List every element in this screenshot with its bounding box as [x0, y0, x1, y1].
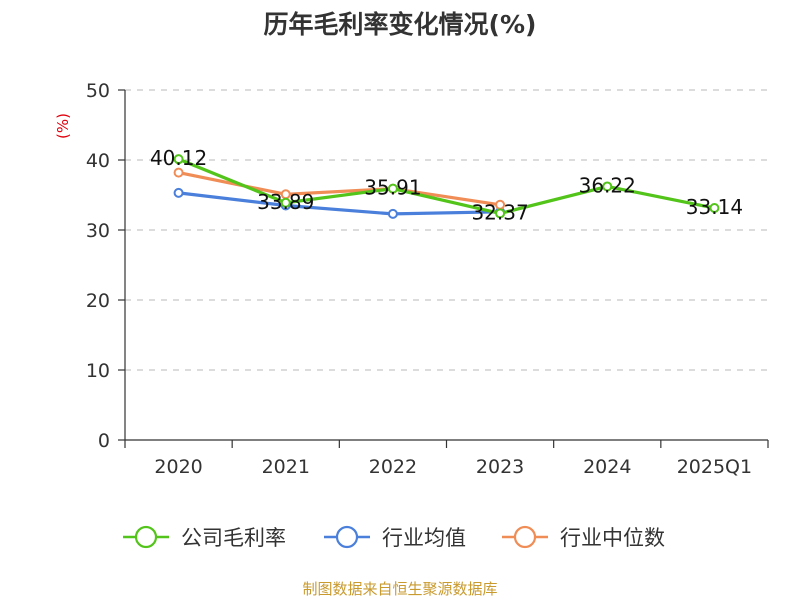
series-point — [495, 208, 506, 219]
series-layer — [173, 154, 720, 219]
series-point — [602, 181, 613, 192]
data-label: 32.37 — [471, 200, 528, 224]
y-tick-label: 50 — [86, 80, 110, 102]
axes: 0 10 20 30 40 50 2020 2021 2022 2023 2024 2025Q1 — [86, 80, 769, 478]
y-tick-label: 10 — [86, 360, 110, 382]
x-tick-label: 2021 — [262, 456, 310, 478]
data-label: 33.14 — [686, 195, 743, 219]
y-tick-label: 30 — [86, 220, 110, 242]
series-line — [176, 171, 502, 207]
y-tick-label: 20 — [86, 290, 110, 312]
legend-marker — [134, 525, 158, 549]
y-tick-label: 0 — [98, 430, 110, 452]
x-tick-label: 2024 — [583, 456, 631, 478]
grid-lines — [125, 89, 768, 371]
legend-label: 公司毛利率 — [181, 526, 286, 550]
series-point — [387, 183, 398, 194]
x-tick-label: 2022 — [369, 456, 417, 478]
y-tick-label: 40 — [86, 150, 110, 172]
series-point — [173, 154, 184, 165]
data-label: 36.22 — [579, 173, 636, 197]
series-point — [173, 187, 184, 198]
legend-label: 行业中位数 — [560, 526, 665, 550]
series-line — [176, 191, 502, 216]
source-note: 制图数据来自恒生聚源数据库 — [302, 580, 497, 598]
legend-marker — [335, 525, 359, 549]
series-point — [173, 167, 184, 178]
legend: 公司毛利率 行业均值 行业中位数 — [123, 525, 665, 550]
legend-label: 行业均值 — [382, 526, 466, 550]
data-label: 33.89 — [257, 190, 314, 214]
data-label: 40.12 — [150, 146, 207, 170]
x-tick-label: 2023 — [476, 456, 524, 478]
legend-marker — [513, 525, 537, 549]
series-line — [176, 157, 717, 216]
series-point — [387, 208, 398, 219]
data-labels: 40.12 33.89 35.91 32.37 36.22 33.14 — [150, 146, 743, 224]
data-label: 35.91 — [364, 176, 421, 200]
series-point — [280, 197, 291, 208]
series-point — [709, 203, 720, 214]
x-tick-label: 2025Q1 — [677, 456, 752, 478]
x-tick-label: 2020 — [154, 456, 202, 478]
y-axis-unit: (%) — [54, 113, 72, 139]
chart-title: 历年毛利率变化情况(%) — [264, 10, 537, 39]
